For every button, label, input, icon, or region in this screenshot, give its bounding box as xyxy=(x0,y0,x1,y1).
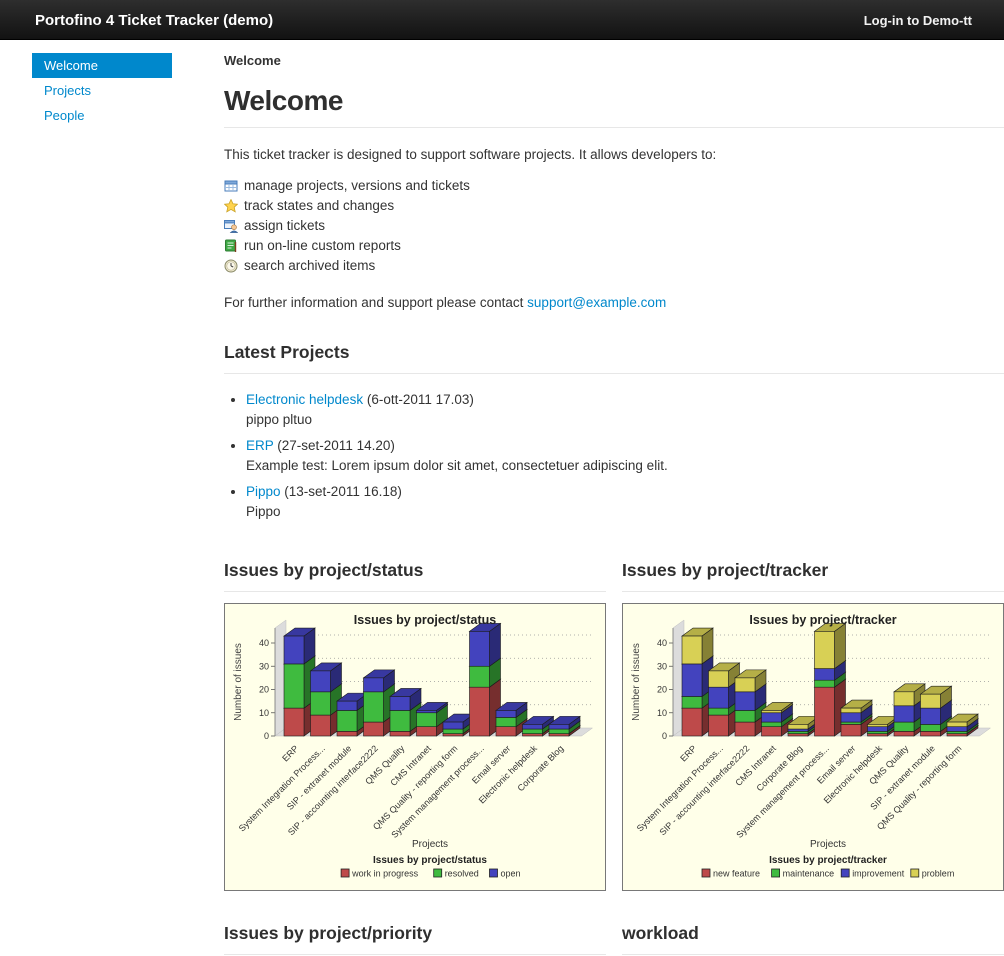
svg-text:open: open xyxy=(501,869,521,879)
chart-heading-status: Issues by project/status xyxy=(224,560,424,580)
svg-text:resolved: resolved xyxy=(445,869,479,879)
svg-text:problem: problem xyxy=(922,869,955,879)
feature-item: track states and changes xyxy=(224,196,1004,216)
svg-text:40: 40 xyxy=(259,638,269,648)
project-description: pippo pltuo xyxy=(246,412,313,427)
project-list-item: Pippo (13-set-2011 16.18) Pippo xyxy=(246,482,1004,522)
clock-icon xyxy=(224,259,238,273)
svg-text:0: 0 xyxy=(662,731,667,741)
svg-text:Issues by project/status: Issues by project/status xyxy=(373,855,487,866)
feature-item: manage projects, versions and tickets xyxy=(224,176,1004,196)
feature-item: assign tickets xyxy=(224,216,1004,236)
project-list-item: ERP (27-set-2011 14.20) Example test: Lo… xyxy=(246,436,1004,476)
login-link[interactable]: Log-in to Demo-tt xyxy=(863,12,972,28)
project-link[interactable]: Electronic helpdesk xyxy=(246,392,364,407)
divider xyxy=(224,373,1004,374)
svg-text:10: 10 xyxy=(259,708,269,718)
sidebar-item-welcome[interactable]: Welcome xyxy=(32,53,172,78)
svg-text:40: 40 xyxy=(657,638,667,648)
svg-text:work in progress: work in progress xyxy=(351,869,419,879)
breadcrumb: Welcome xyxy=(224,53,281,68)
chart-heading-priority: Issues by project/priority xyxy=(224,923,433,943)
chart-section-priority: Issues by project/priority 010203040ERPS… xyxy=(224,891,606,956)
svg-text:improvement: improvement xyxy=(852,869,905,879)
chart-heading-workload: workload xyxy=(622,923,699,943)
chart-heading-tracker: Issues by project/tracker xyxy=(622,560,829,580)
project-description: Example test: Lorem ipsum dolor sit amet… xyxy=(246,458,668,473)
chart-panel: 0 10 20 30 40 ERP System Integration Process..… xyxy=(622,603,1004,891)
project-link[interactable]: ERP xyxy=(246,438,274,453)
app-brand[interactable]: Portofino 4 Ticket Tracker (demo) xyxy=(35,11,274,29)
latest-projects-list: Electronic helpdesk (6-ott-2011 17.03) p… xyxy=(224,390,1004,522)
intro-text: This ticket tracker is designed to suppo… xyxy=(224,147,717,162)
star-icon xyxy=(224,199,238,213)
svg-text:maintenance: maintenance xyxy=(783,869,835,879)
divider xyxy=(224,127,1004,128)
project-link[interactable]: Pippo xyxy=(246,484,281,499)
chart-panel: 0 10 20 30 40 ERP System Integration Process..… xyxy=(224,603,606,891)
table-icon xyxy=(224,180,238,192)
svg-text:Projects: Projects xyxy=(412,839,448,850)
chart-section-status: Issues by project/status 0 10 20 30 40 ERP Sys… xyxy=(224,528,606,891)
svg-text:30: 30 xyxy=(657,661,667,671)
divider xyxy=(224,591,606,592)
chart-section-tracker: Issues by project/tracker 0 10 20 30 40 ERP Sy… xyxy=(622,528,1004,891)
sidebar-item-people[interactable]: People xyxy=(44,108,85,123)
divider xyxy=(224,954,606,955)
svg-text:20: 20 xyxy=(657,685,667,695)
svg-text:30: 30 xyxy=(259,661,269,671)
assign-user-icon xyxy=(224,220,238,233)
report-icon xyxy=(225,239,237,252)
project-date: (27-set-2011 14.20) xyxy=(277,438,395,453)
svg-text:Number of issues: Number of issues xyxy=(631,643,642,721)
contact-line: For further information and support plea… xyxy=(224,293,1004,312)
svg-text:20: 20 xyxy=(259,685,269,695)
chart-section-workload: workload Workloaddavidcolin xyxy=(622,891,1004,956)
sidebar-nav: Welcome Projects People xyxy=(32,53,172,956)
project-description: Pippo xyxy=(246,504,281,519)
project-date: (13-set-2011 16.18) xyxy=(284,484,402,499)
svg-text:Issues by project/status: Issues by project/status xyxy=(354,613,496,627)
project-list-item: Electronic helpdesk (6-ott-2011 17.03) p… xyxy=(246,390,1004,430)
divider xyxy=(622,954,1004,955)
divider xyxy=(622,591,1004,592)
latest-projects-heading: Latest Projects xyxy=(224,342,350,362)
project-date: (6-ott-2011 17.03) xyxy=(366,392,474,407)
svg-text:0: 0 xyxy=(264,731,269,741)
contact-text: For further information and support plea… xyxy=(224,295,528,310)
support-email-link[interactable]: support@example.com xyxy=(527,295,667,310)
sidebar-item-projects[interactable]: Projects xyxy=(44,83,91,98)
svg-text:Number of issues: Number of issues xyxy=(233,643,244,721)
svg-text:Issues by project/tracker: Issues by project/tracker xyxy=(769,855,887,866)
feature-item: run on-line custom reports xyxy=(224,236,1004,256)
page-title: Welcome xyxy=(224,85,343,116)
svg-text:Projects: Projects xyxy=(810,839,846,850)
svg-text:10: 10 xyxy=(657,708,667,718)
svg-text:ERP: ERP xyxy=(280,743,300,763)
svg-text:ERP: ERP xyxy=(678,743,698,763)
svg-text:Issues by project/tracker: Issues by project/tracker xyxy=(749,613,896,627)
charts-row-2: Issues by project/priority 010203040ERPS… xyxy=(224,891,1004,956)
feature-item: search archived items xyxy=(224,256,1004,276)
svg-text:new feature: new feature xyxy=(713,869,760,879)
top-navbar: Portofino 4 Ticket Tracker (demo) Log-in… xyxy=(0,0,1004,40)
feature-list: manage projects, versions and tickets tr… xyxy=(224,176,1004,276)
charts-row-1: Issues by project/status 0 10 20 30 40 ERP Sys… xyxy=(224,528,1004,891)
